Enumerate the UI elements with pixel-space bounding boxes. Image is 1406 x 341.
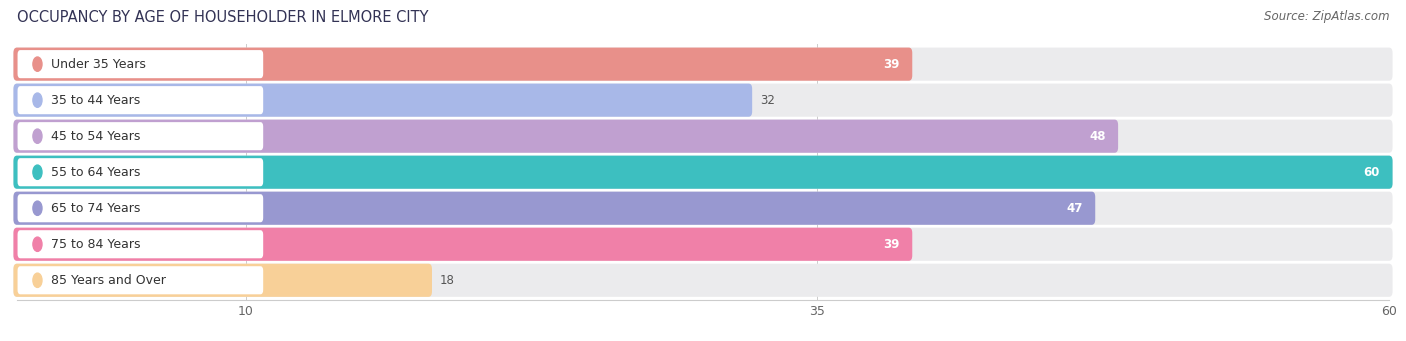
FancyBboxPatch shape — [14, 120, 1118, 153]
FancyBboxPatch shape — [14, 228, 912, 261]
Text: 39: 39 — [883, 238, 900, 251]
FancyBboxPatch shape — [14, 84, 1392, 117]
Text: 75 to 84 Years: 75 to 84 Years — [51, 238, 141, 251]
Circle shape — [32, 273, 42, 287]
FancyBboxPatch shape — [17, 266, 263, 294]
Text: 35 to 44 Years: 35 to 44 Years — [51, 94, 141, 107]
FancyBboxPatch shape — [14, 120, 1392, 153]
FancyBboxPatch shape — [17, 158, 263, 186]
FancyBboxPatch shape — [14, 264, 1392, 297]
FancyBboxPatch shape — [14, 48, 912, 81]
Text: 47: 47 — [1066, 202, 1083, 215]
Text: 39: 39 — [883, 58, 900, 71]
FancyBboxPatch shape — [17, 230, 263, 258]
Text: OCCUPANCY BY AGE OF HOUSEHOLDER IN ELMORE CITY: OCCUPANCY BY AGE OF HOUSEHOLDER IN ELMOR… — [17, 10, 429, 25]
Circle shape — [32, 165, 42, 179]
Text: 18: 18 — [440, 274, 456, 287]
FancyBboxPatch shape — [14, 192, 1095, 225]
Text: 60: 60 — [1364, 166, 1379, 179]
FancyBboxPatch shape — [14, 48, 1392, 81]
Circle shape — [32, 93, 42, 107]
Text: 55 to 64 Years: 55 to 64 Years — [51, 166, 141, 179]
FancyBboxPatch shape — [14, 264, 432, 297]
Circle shape — [32, 201, 42, 216]
FancyBboxPatch shape — [17, 194, 263, 222]
Text: Source: ZipAtlas.com: Source: ZipAtlas.com — [1264, 10, 1389, 23]
Text: 32: 32 — [761, 94, 775, 107]
FancyBboxPatch shape — [14, 84, 752, 117]
FancyBboxPatch shape — [14, 192, 1392, 225]
Text: 45 to 54 Years: 45 to 54 Years — [51, 130, 141, 143]
Text: Under 35 Years: Under 35 Years — [51, 58, 146, 71]
FancyBboxPatch shape — [17, 50, 263, 78]
FancyBboxPatch shape — [17, 86, 263, 114]
Text: 65 to 74 Years: 65 to 74 Years — [51, 202, 141, 215]
Text: 48: 48 — [1090, 130, 1105, 143]
FancyBboxPatch shape — [14, 155, 1392, 189]
Text: 85 Years and Over: 85 Years and Over — [51, 274, 166, 287]
FancyBboxPatch shape — [14, 228, 1392, 261]
Circle shape — [32, 57, 42, 71]
Circle shape — [32, 237, 42, 251]
Circle shape — [32, 129, 42, 143]
FancyBboxPatch shape — [17, 122, 263, 150]
FancyBboxPatch shape — [14, 155, 1392, 189]
